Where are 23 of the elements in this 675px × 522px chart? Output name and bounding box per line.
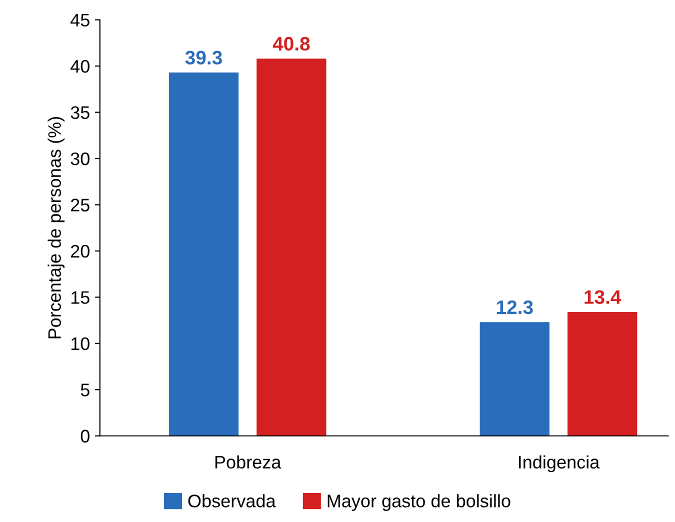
- data-label: 12.3: [496, 300, 533, 314]
- bar: [256, 58, 326, 436]
- y-tick-label: 5: [80, 384, 90, 396]
- y-tick-label: 45: [70, 14, 90, 27]
- x-tick-label: Indigencia: [519, 455, 600, 472]
- y-tick-label: 10: [71, 337, 90, 350]
- bar: [168, 72, 239, 436]
- bar: [568, 312, 638, 436]
- y-tick-label: 35: [70, 106, 90, 120]
- data-label: 40.8: [272, 36, 310, 51]
- y-axis-title: Porcentaje de personas (%): [48, 117, 65, 338]
- y-tick-label: 15: [71, 291, 90, 304]
- legend-label: Mayor gasto de bolsillo: [328, 494, 510, 511]
- data-label: 39.3: [185, 50, 222, 65]
- y-tick-label: 30: [70, 152, 90, 166]
- y-tick-label: 0: [80, 430, 90, 443]
- data-label: 13.4: [584, 290, 622, 304]
- y-tick-label: 25: [71, 198, 90, 212]
- bar: [480, 322, 550, 436]
- legend-label: Observada: [188, 494, 276, 508]
- x-tick-label: Pobreza: [215, 455, 282, 469]
- y-tick-label: 40: [70, 60, 90, 73]
- y-tick-label: 20: [71, 244, 90, 258]
